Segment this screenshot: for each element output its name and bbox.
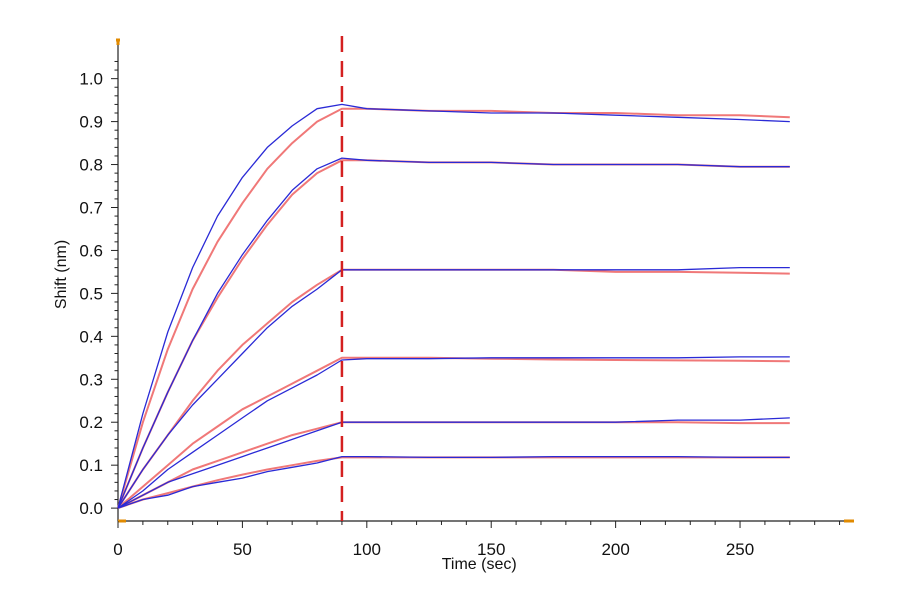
y-tick-label: 0.5: [79, 284, 103, 303]
fit-curve-3: [117, 268, 790, 509]
measured-curve-5: [117, 417, 790, 509]
measured-curve-3: [117, 266, 790, 509]
x-tick-label: 0: [113, 540, 122, 559]
y-tick-label: 0.4: [79, 327, 103, 346]
measured-curve-4: [117, 356, 790, 509]
tick-labels: 0.0 0.1 0.2 0.3 0.4 0.5 0.6 0.7 0.8 0.9 1.0 0 50 100 1…: [79, 70, 754, 559]
fit-curve-1: [117, 107, 790, 509]
x-tick-label: 250: [726, 540, 754, 559]
y-tick-label: 0.8: [79, 156, 103, 175]
x-tick-label: 200: [601, 540, 629, 559]
axes: [111, 38, 854, 528]
y-tick-label: 0.1: [79, 456, 103, 475]
measured-curves: [117, 103, 790, 509]
x-tick-label: 100: [353, 540, 381, 559]
fit-curves: [117, 107, 790, 510]
y-tick-label: 0.6: [79, 241, 103, 260]
x-axis-title: Time (sec): [442, 556, 517, 573]
measured-curve-1: [117, 103, 790, 509]
y-tick-label: 0.3: [79, 370, 103, 389]
y-tick-label: 1.0: [79, 70, 103, 89]
x-tick-label: 50: [233, 540, 252, 559]
y-tick-label: 0.0: [79, 499, 103, 518]
x-tick-label: 150: [477, 540, 505, 559]
y-tick-label: 0.2: [79, 413, 103, 432]
measured-curve-6: [117, 455, 790, 509]
y-tick-label: 0.7: [79, 198, 103, 217]
y-axis-title: Shift (nm): [53, 240, 70, 309]
y-tick-label: 0.9: [79, 113, 103, 132]
measured-curve-2: [117, 157, 790, 509]
fit-curve-2: [117, 159, 790, 509]
fit-curve-4: [117, 356, 790, 509]
